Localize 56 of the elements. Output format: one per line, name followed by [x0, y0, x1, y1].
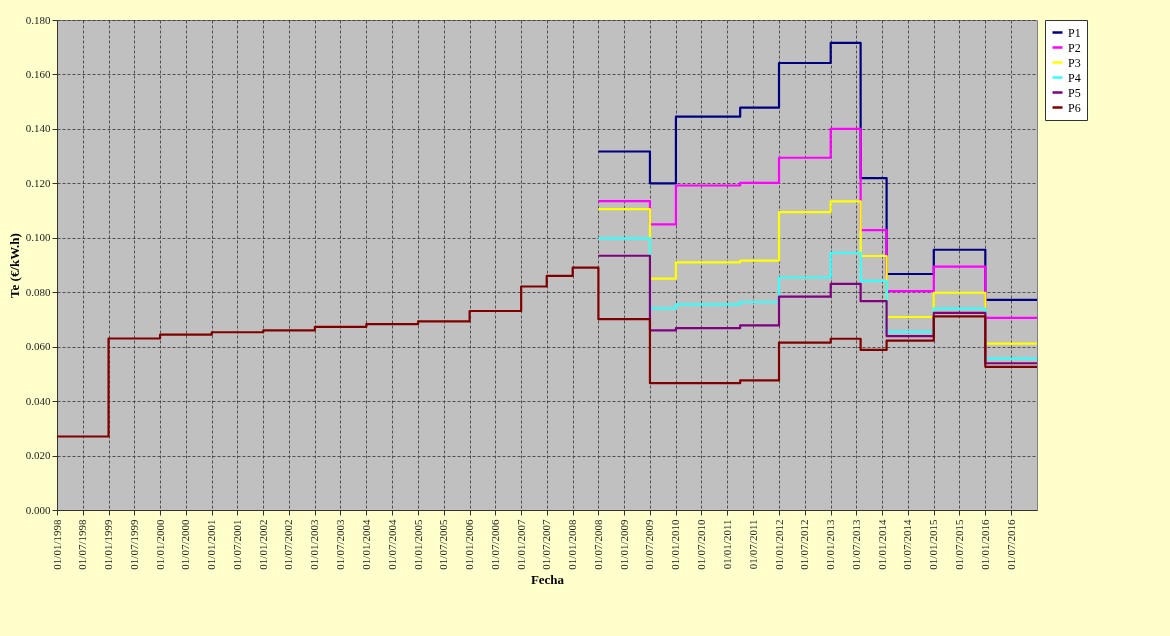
x-axis-title: Fecha: [530, 571, 565, 587]
legend-label: P1: [1068, 25, 1081, 40]
x-tick-label: 01/07/2001: [230, 519, 243, 570]
x-tick-label: 01/01/2009: [617, 519, 630, 570]
y-tick-label: 0.060: [25, 340, 51, 353]
x-tick-label: 01/07/2004: [385, 519, 398, 570]
x-tick-label: 01/07/2008: [591, 519, 604, 570]
y-tick-label: 0.120: [25, 176, 51, 189]
x-tick-label: 01/07/1999: [127, 519, 140, 570]
x-tick-label: 01/01/2007: [514, 519, 527, 570]
x-tick-label: 01/07/2014: [901, 519, 914, 570]
x-tick-label: 01/07/2013: [849, 519, 862, 570]
y-tick-label: 0.000: [25, 503, 51, 516]
x-tick-label: 01/07/2010: [694, 519, 707, 570]
x-tick-label: 01/07/2002: [282, 519, 295, 570]
y-axis-title: Te (€/kW.h): [6, 233, 22, 298]
x-tick-label: 01/07/2011: [746, 519, 759, 570]
legend-label: P2: [1068, 40, 1081, 55]
x-tick-label: 01/01/1998: [50, 519, 63, 570]
x-tick-label: 01/07/2003: [333, 519, 346, 570]
x-tick-label: 01/07/2007: [540, 519, 553, 570]
legend-label: P5: [1068, 85, 1081, 100]
x-tick-label: 01/07/2015: [952, 519, 965, 570]
legend-label: P4: [1068, 70, 1081, 85]
x-tick-label: 01/07/2005: [437, 519, 450, 570]
x-tick-label: 01/01/2013: [824, 519, 837, 570]
legend-label: P6: [1068, 100, 1081, 115]
x-tick-label: 01/01/2012: [772, 519, 785, 570]
x-tick-label: 01/01/2000: [153, 519, 166, 570]
x-tick-label: 01/01/2006: [463, 519, 476, 570]
y-tick-label: 0.040: [25, 394, 51, 407]
x-tick-label: 01/01/2011: [720, 519, 733, 570]
x-tick-label: 01/07/1998: [76, 519, 89, 570]
x-tick-label: 01/01/2003: [308, 519, 321, 570]
x-tick-label: 01/07/2000: [179, 519, 192, 570]
y-tick-label: 0.180: [25, 13, 51, 26]
y-tick-label: 0.140: [25, 122, 51, 135]
x-tick-label: 01/07/2016: [1004, 519, 1017, 570]
x-tick-label: 01/01/2004: [359, 519, 372, 570]
x-tick-label: 01/01/2010: [669, 519, 682, 570]
y-tick-label: 0.020: [25, 449, 51, 462]
x-tick-label: 01/07/2012: [798, 519, 811, 570]
x-tick-label: 01/01/2001: [205, 519, 218, 570]
x-tick-label: 01/01/2016: [978, 519, 991, 570]
y-tick-label: 0.100: [25, 231, 51, 244]
x-tick-label: 01/07/2006: [488, 519, 501, 570]
y-tick-label: 0.080: [25, 285, 51, 298]
x-tick-label: 01/01/2014: [875, 519, 888, 570]
y-tick-label: 0.160: [25, 67, 51, 80]
x-tick-label: 01/07/2009: [643, 519, 656, 570]
legend-label: P3: [1068, 55, 1081, 70]
x-tick-label: 01/01/2008: [566, 519, 579, 570]
x-tick-label: 01/01/2002: [256, 519, 269, 570]
x-tick-label: 01/01/2005: [411, 519, 424, 570]
x-tick-label: 01/01/1999: [102, 519, 115, 570]
x-tick-label: 01/01/2015: [927, 519, 940, 570]
